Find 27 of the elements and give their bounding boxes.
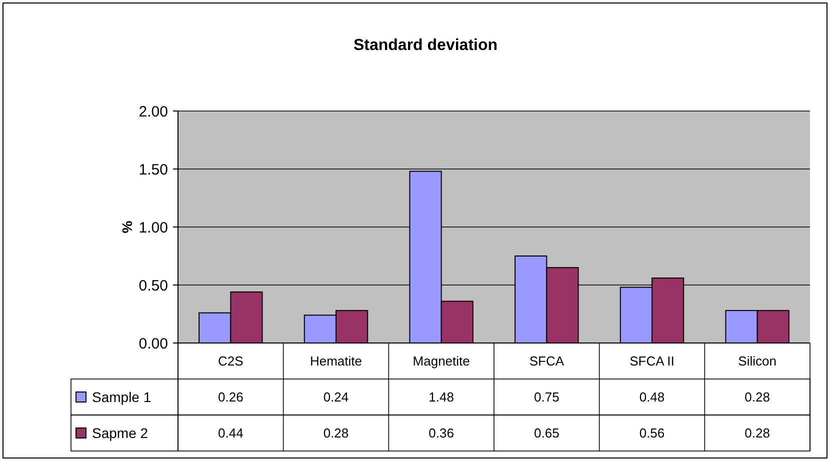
- y-tick-label: 1.00: [138, 219, 168, 236]
- data-label: 0.36: [428, 426, 454, 441]
- data-label: 0.28: [744, 390, 770, 405]
- legend-label: Sample 1: [92, 388, 152, 405]
- x-tick-label: Magnetite: [412, 354, 470, 369]
- data-label: 0.56: [639, 426, 665, 441]
- y-axis-title: %: [119, 220, 135, 234]
- data-label: 0.75: [534, 390, 560, 405]
- data-label: 0.65: [534, 426, 560, 441]
- y-tick-label: 1.50: [138, 161, 168, 178]
- chart-title: Standard deviation: [353, 37, 498, 54]
- x-tick-label: SFCA II: [630, 354, 674, 369]
- y-tick-label: 0.50: [138, 277, 168, 294]
- data-label: 0.26: [218, 390, 244, 405]
- x-tick-label: Silicon: [738, 354, 776, 369]
- y-tick-label: 0.00: [138, 335, 168, 352]
- data-label: 0.44: [218, 426, 244, 441]
- x-tick-label: Hematite: [310, 354, 362, 369]
- legend-label: Sapme 2: [92, 424, 148, 441]
- data-label: 1.48: [428, 390, 454, 405]
- x-tick-label: SFCA: [529, 354, 564, 369]
- y-tick-label: 2.00: [138, 103, 168, 120]
- data-label: 0.24: [323, 390, 349, 405]
- data-label: 0.48: [639, 390, 665, 405]
- data-label: 0.28: [744, 426, 770, 441]
- data-label: 0.28: [323, 426, 349, 441]
- x-tick-label: C2S: [218, 354, 244, 369]
